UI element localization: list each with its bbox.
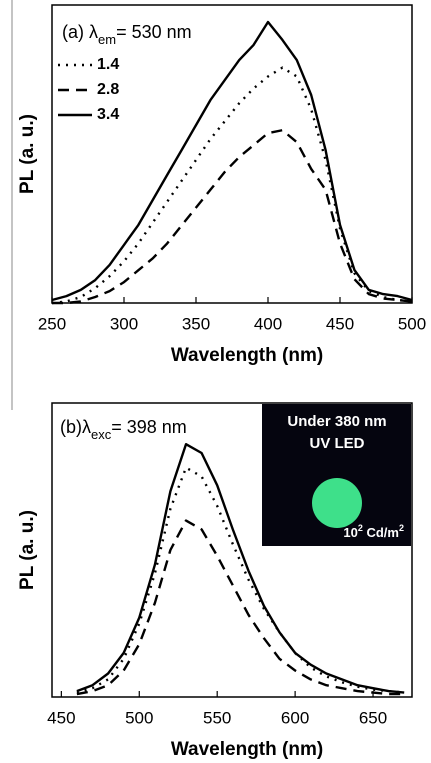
x-tick-label: 450 xyxy=(47,708,75,727)
legend-label: 2.8 xyxy=(97,81,119,98)
title-suffix: = 398 nm xyxy=(111,417,187,437)
title-subscript: exc xyxy=(91,427,112,442)
x-tick-label: 600 xyxy=(281,708,309,727)
legend-label: 1.4 xyxy=(97,56,119,73)
curve xyxy=(51,20,413,302)
panel-title: (b)λexc= 398 nm xyxy=(60,417,187,442)
legend-label: 3.4 xyxy=(97,106,119,123)
x-tick-label: 350 xyxy=(182,314,210,333)
curve xyxy=(76,519,405,696)
title-prefix: (a) λ xyxy=(62,22,98,42)
x-tick-label: 250 xyxy=(38,314,66,333)
inset-caption: 102 Cd/m2 xyxy=(343,523,404,540)
x-axis-label: Wavelength (nm) xyxy=(171,345,323,366)
inset-text: UV LED xyxy=(309,435,364,452)
x-tick-label: 450 xyxy=(326,314,354,333)
led-spot xyxy=(312,478,362,528)
x-tick-label: 550 xyxy=(203,708,231,727)
x-axis-label: Wavelength (nm) xyxy=(171,739,323,760)
panel-title: (a) λem= 530 nm xyxy=(62,22,192,47)
x-tick-label: 400 xyxy=(254,314,282,333)
plot-frame xyxy=(51,402,413,698)
caption-part: Cd/m xyxy=(363,525,399,540)
x-tick-label: 300 xyxy=(110,314,138,333)
superscript: 2 xyxy=(358,523,363,533)
caption-part: 10 xyxy=(343,525,357,540)
y-axis-label: PL (a. u.) xyxy=(17,510,38,590)
superscript: 2 xyxy=(399,523,404,533)
x-tick-label: 500 xyxy=(398,314,426,333)
title-prefix: (b)λ xyxy=(60,417,91,437)
curve xyxy=(76,443,405,694)
x-tick-label: 650 xyxy=(359,708,387,727)
x-tick-label: 500 xyxy=(125,708,153,727)
inset-text: Under 380 nm xyxy=(287,413,386,430)
title-suffix: = 530 nm xyxy=(116,22,192,42)
title-subscript: em xyxy=(98,32,116,47)
plot-frame xyxy=(51,4,413,304)
curve xyxy=(52,129,413,305)
y-axis-label: PL (a. u.) xyxy=(17,114,38,194)
